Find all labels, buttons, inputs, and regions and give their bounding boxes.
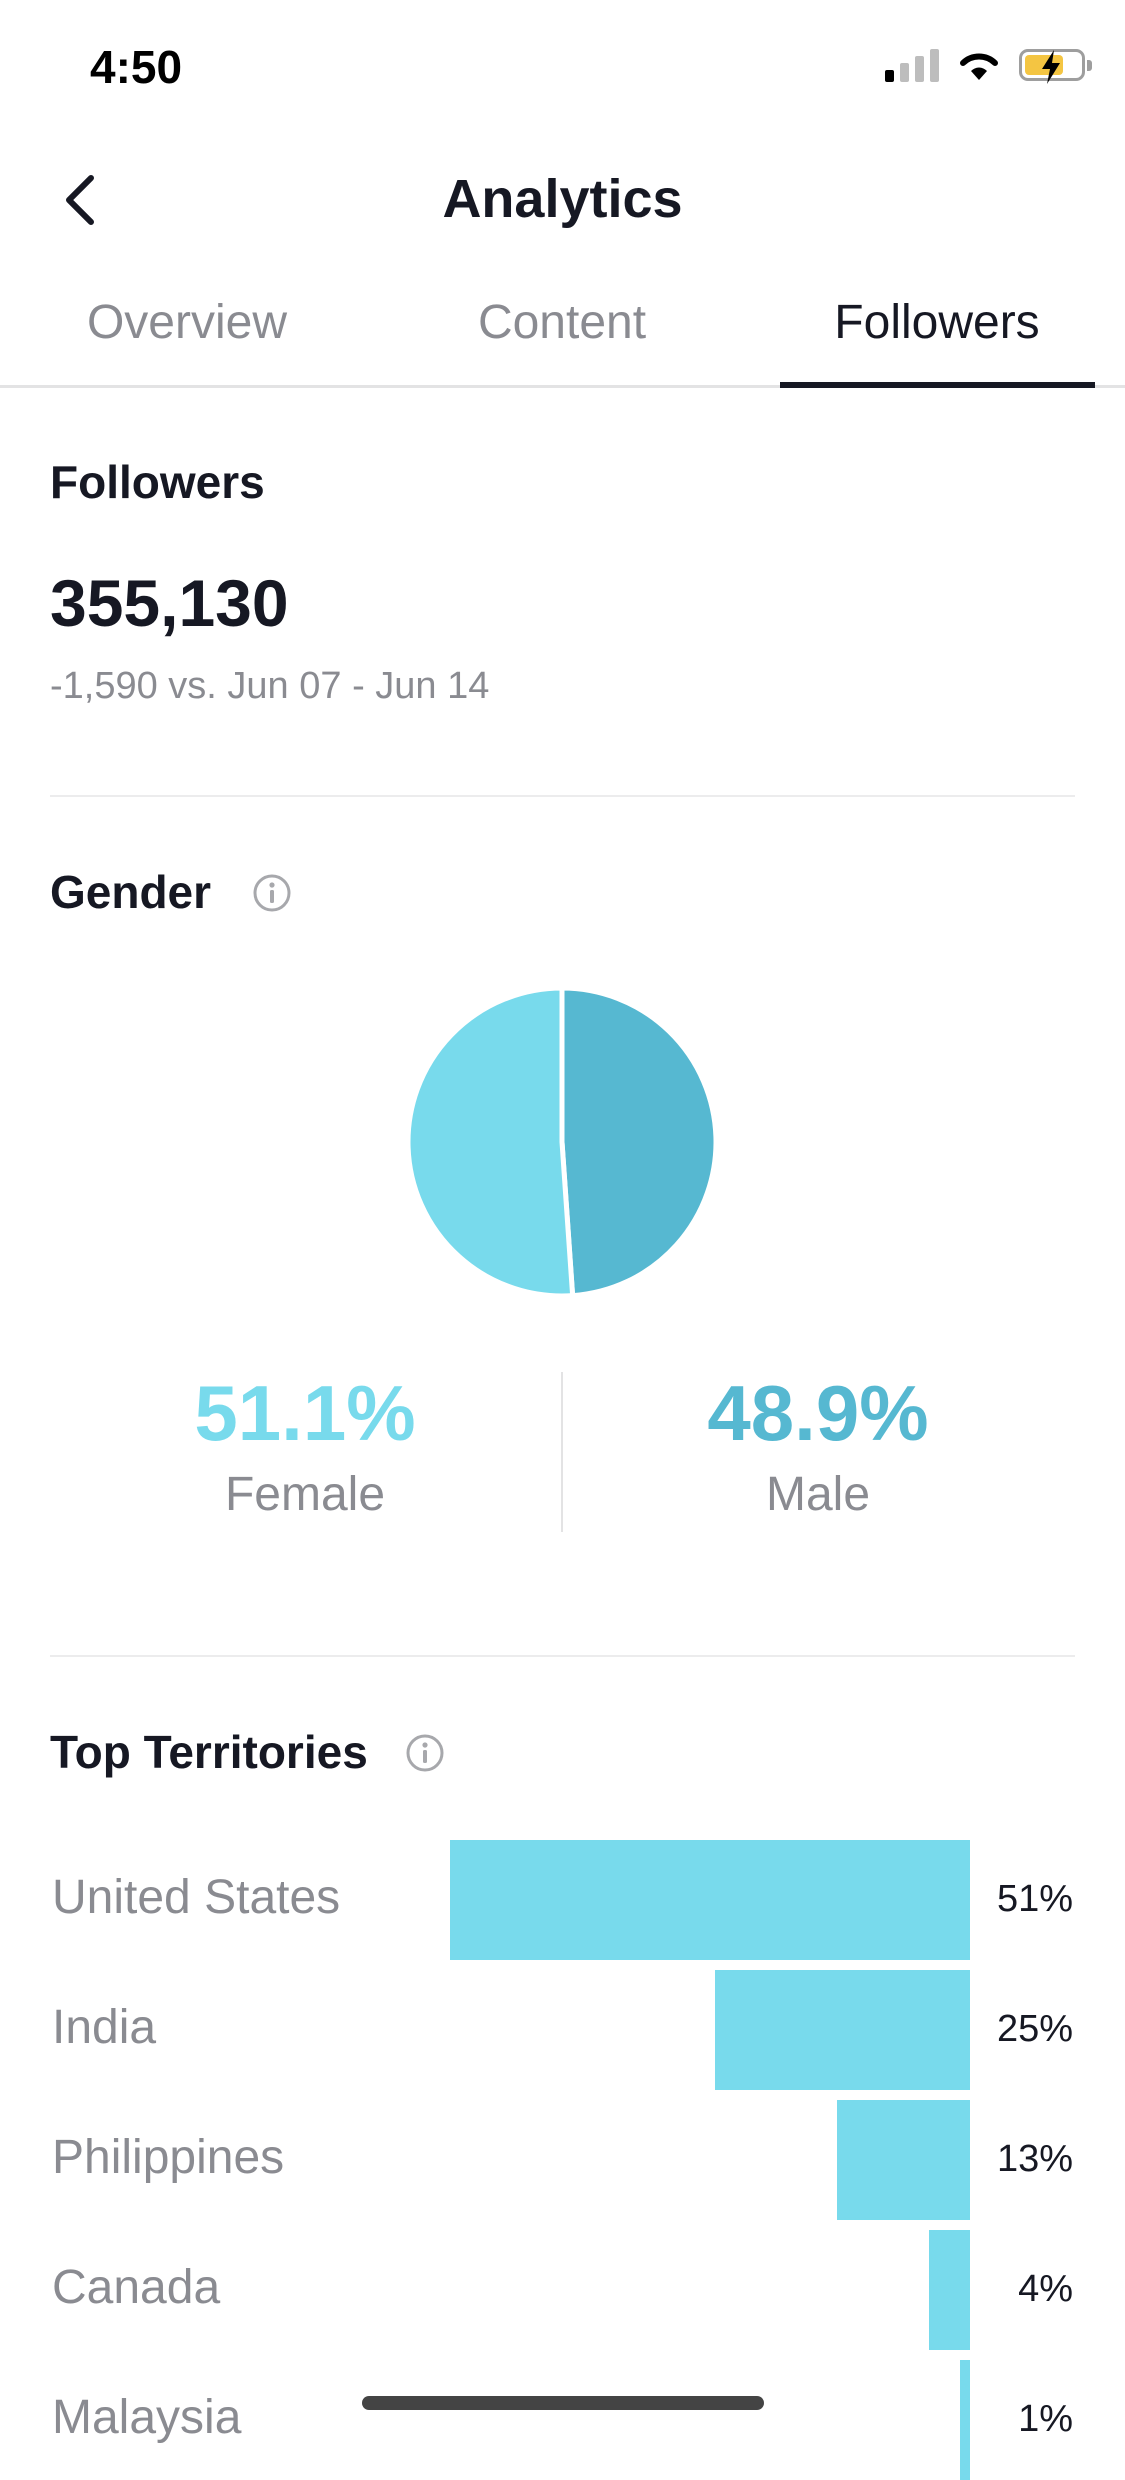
territory-name: United States [52,1871,341,1924]
territory-row: India 25% [0,1970,1125,2090]
cellular-signal-icon [885,48,939,82]
territory-bar [837,2100,970,2220]
territories-section-title: Top Territories [50,1726,368,1778]
territory-bar [929,2230,970,2350]
territory-name: Malaysia [52,2391,242,2444]
territory-percentage: 1% [1018,2398,1073,2440]
territory-bar [960,2360,970,2480]
page-title: Analytics [442,169,683,229]
territory-name: India [52,2001,157,2054]
territory-row: United States 51% [0,1840,1125,1960]
back-button[interactable] [50,170,110,230]
tab-content[interactable]: Content [477,296,647,349]
territory-row: Philippines 13% [0,2100,1125,2220]
male-percentage: 48.9% [707,1369,929,1457]
home-indicator[interactable] [362,2396,764,2410]
status-bar: 4:50 [0,0,1125,140]
territory-row: Malaysia 1% [0,2360,1125,2480]
female-label: Female [224,1468,386,1521]
chevron-left-icon [66,175,94,225]
followers-change: -1,590 vs. Jun 07 - Jun 14 [50,665,490,707]
nav-header: Analytics [0,150,1125,250]
followers-section-title: Followers [50,456,265,508]
tab-bar: Overview Content Followers [0,275,1125,388]
pie-slice-male [559,985,719,1299]
gender-info-icon[interactable] [252,873,292,913]
territory-percentage: 4% [1018,2268,1073,2310]
female-stat: 51.1% Female [105,1368,505,1522]
tab-followers[interactable]: Followers [834,296,1040,349]
female-percentage: 51.1% [194,1369,416,1457]
active-tab-indicator [780,382,1095,388]
territories-info-icon[interactable] [405,1733,445,1773]
territory-percentage: 25% [996,2008,1073,2050]
male-stat: 48.9% Male [618,1368,1018,1522]
tab-overview[interactable]: Overview [86,296,288,349]
male-label: Male [765,1468,871,1521]
territory-bar [450,1840,970,1960]
status-icons [885,48,1092,84]
territory-name: Philippines [52,2131,285,2184]
divider [50,795,1075,797]
gender-section-title: Gender [50,866,212,918]
territory-row: Canada 4% [0,2230,1125,2350]
pie-slice-female [405,985,576,1299]
territory-name: Canada [52,2261,221,2314]
battery-icon [1019,49,1092,84]
wifi-icon [960,53,998,80]
followers-count: 355,130 [50,566,289,640]
territory-percentage: 13% [996,2138,1073,2180]
territory-bar [715,1970,970,2090]
divider [50,1655,1075,1657]
status-time: 4:50 [90,41,183,93]
territory-percentage: 51% [996,1878,1073,1920]
gender-pie-chart [405,985,719,1299]
gender-separator [561,1372,563,1532]
